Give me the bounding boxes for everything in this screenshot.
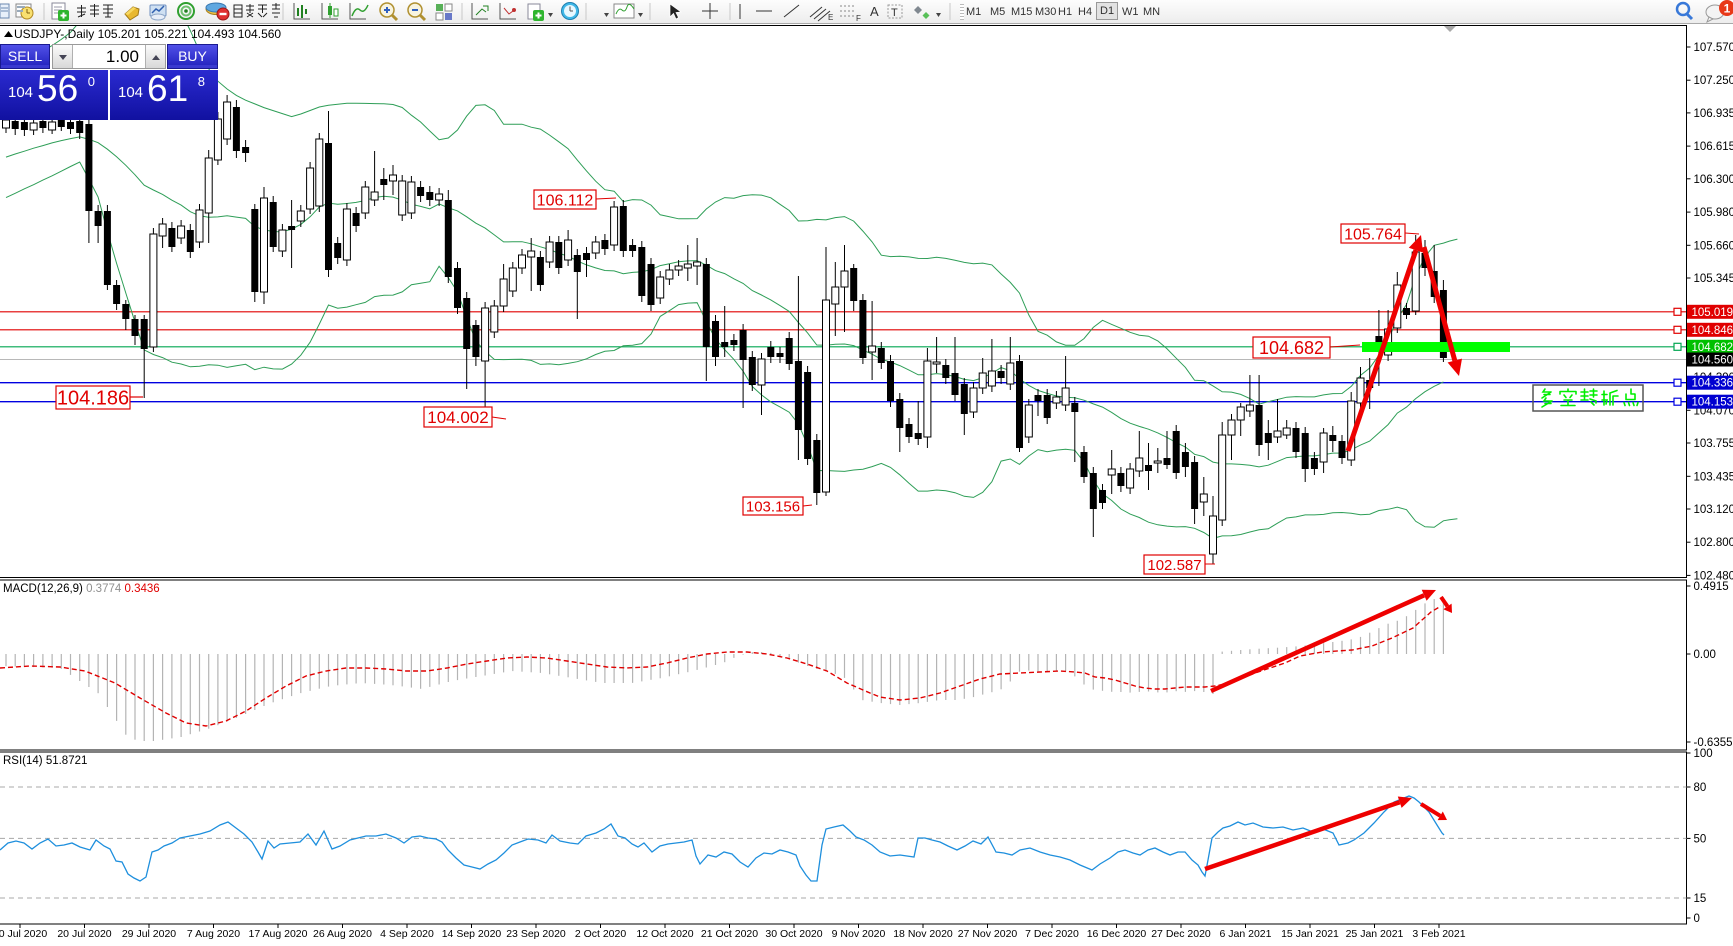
- svg-text:104.186: 104.186: [57, 388, 129, 410]
- svg-text:104.153: 104.153: [1692, 397, 1733, 409]
- svg-text:25 Jan 2021: 25 Jan 2021: [1346, 928, 1404, 940]
- svg-text:12 Oct 2020: 12 Oct 2020: [636, 928, 693, 940]
- svg-text:0.4915: 0.4915: [1694, 581, 1729, 593]
- svg-text:7 Aug 2020: 7 Aug 2020: [187, 928, 240, 940]
- svg-text:103.120: 103.120: [1694, 504, 1733, 516]
- svg-text:9 Nov 2020: 9 Nov 2020: [832, 928, 886, 940]
- svg-text:107.570: 107.570: [1694, 42, 1733, 54]
- svg-text:23 Sep 2020: 23 Sep 2020: [506, 928, 566, 940]
- svg-text:80: 80: [1694, 782, 1707, 794]
- svg-text:3 Feb 2021: 3 Feb 2021: [1412, 928, 1465, 940]
- svg-text:E: E: [828, 13, 833, 22]
- svg-text:4 Sep 2020: 4 Sep 2020: [380, 928, 434, 940]
- svg-text:2 Oct 2020: 2 Oct 2020: [575, 928, 627, 940]
- svg-text:27 Dec 2020: 27 Dec 2020: [1151, 928, 1211, 940]
- svg-text:102.800: 102.800: [1694, 537, 1733, 549]
- svg-text:14 Sep 2020: 14 Sep 2020: [442, 928, 502, 940]
- svg-text:105.660: 105.660: [1694, 240, 1733, 252]
- svg-text:104.682: 104.682: [1692, 342, 1733, 354]
- svg-text:106.935: 106.935: [1694, 108, 1733, 120]
- svg-text:105.345: 105.345: [1694, 273, 1733, 285]
- svg-text:21 Oct 2020: 21 Oct 2020: [701, 928, 758, 940]
- svg-text:26 Aug 2020: 26 Aug 2020: [313, 928, 372, 940]
- svg-text:RSI(14) 51.8721: RSI(14) 51.8721: [3, 755, 87, 767]
- svg-text:1: 1: [1724, 2, 1731, 16]
- svg-text:105.019: 105.019: [1692, 307, 1733, 319]
- svg-text:105.980: 105.980: [1694, 207, 1733, 219]
- svg-text:30 Oct 2020: 30 Oct 2020: [765, 928, 822, 940]
- svg-text:T: T: [891, 7, 898, 19]
- svg-text:50: 50: [1694, 833, 1707, 845]
- svg-text:100: 100: [1694, 748, 1713, 760]
- svg-text:10 Jul 2020: 10 Jul 2020: [0, 928, 47, 940]
- svg-text:15: 15: [1694, 893, 1707, 905]
- svg-text:105.764: 105.764: [1344, 226, 1402, 243]
- svg-text:0.00: 0.00: [1694, 649, 1716, 661]
- svg-text:18 Nov 2020: 18 Nov 2020: [893, 928, 953, 940]
- svg-text:0: 0: [1694, 913, 1700, 925]
- svg-text:106.112: 106.112: [537, 192, 594, 209]
- svg-text:17 Aug 2020: 17 Aug 2020: [249, 928, 308, 940]
- svg-text:102.587: 102.587: [1147, 557, 1201, 574]
- svg-text:29 Jul 2020: 29 Jul 2020: [122, 928, 176, 940]
- svg-text:15 Jan 2021: 15 Jan 2021: [1281, 928, 1339, 940]
- svg-text:6 Jan 2021: 6 Jan 2021: [1220, 928, 1272, 940]
- svg-text:104.002: 104.002: [427, 408, 488, 427]
- svg-text:103.156: 103.156: [746, 498, 800, 515]
- svg-text:103.755: 103.755: [1694, 438, 1733, 450]
- svg-text:104.560: 104.560: [1692, 355, 1733, 367]
- svg-text:106.300: 106.300: [1694, 174, 1733, 186]
- svg-text:7 Dec 2020: 7 Dec 2020: [1025, 928, 1079, 940]
- svg-text:104.336: 104.336: [1692, 378, 1733, 390]
- svg-text:27 Nov 2020: 27 Nov 2020: [958, 928, 1018, 940]
- svg-text:107.250: 107.250: [1694, 75, 1733, 87]
- svg-text:MACD(12,26,9) 0.3774 0.3436: MACD(12,26,9) 0.3774 0.3436: [3, 583, 160, 595]
- svg-text:103.435: 103.435: [1694, 471, 1733, 483]
- svg-text:106.615: 106.615: [1694, 141, 1733, 153]
- svg-text:104.682: 104.682: [1259, 338, 1324, 358]
- svg-text:16 Dec 2020: 16 Dec 2020: [1087, 928, 1147, 940]
- svg-text:104.846: 104.846: [1692, 325, 1733, 337]
- svg-text:A: A: [870, 4, 879, 19]
- svg-text:F: F: [856, 14, 861, 23]
- svg-text:20 Jul 2020: 20 Jul 2020: [57, 928, 111, 940]
